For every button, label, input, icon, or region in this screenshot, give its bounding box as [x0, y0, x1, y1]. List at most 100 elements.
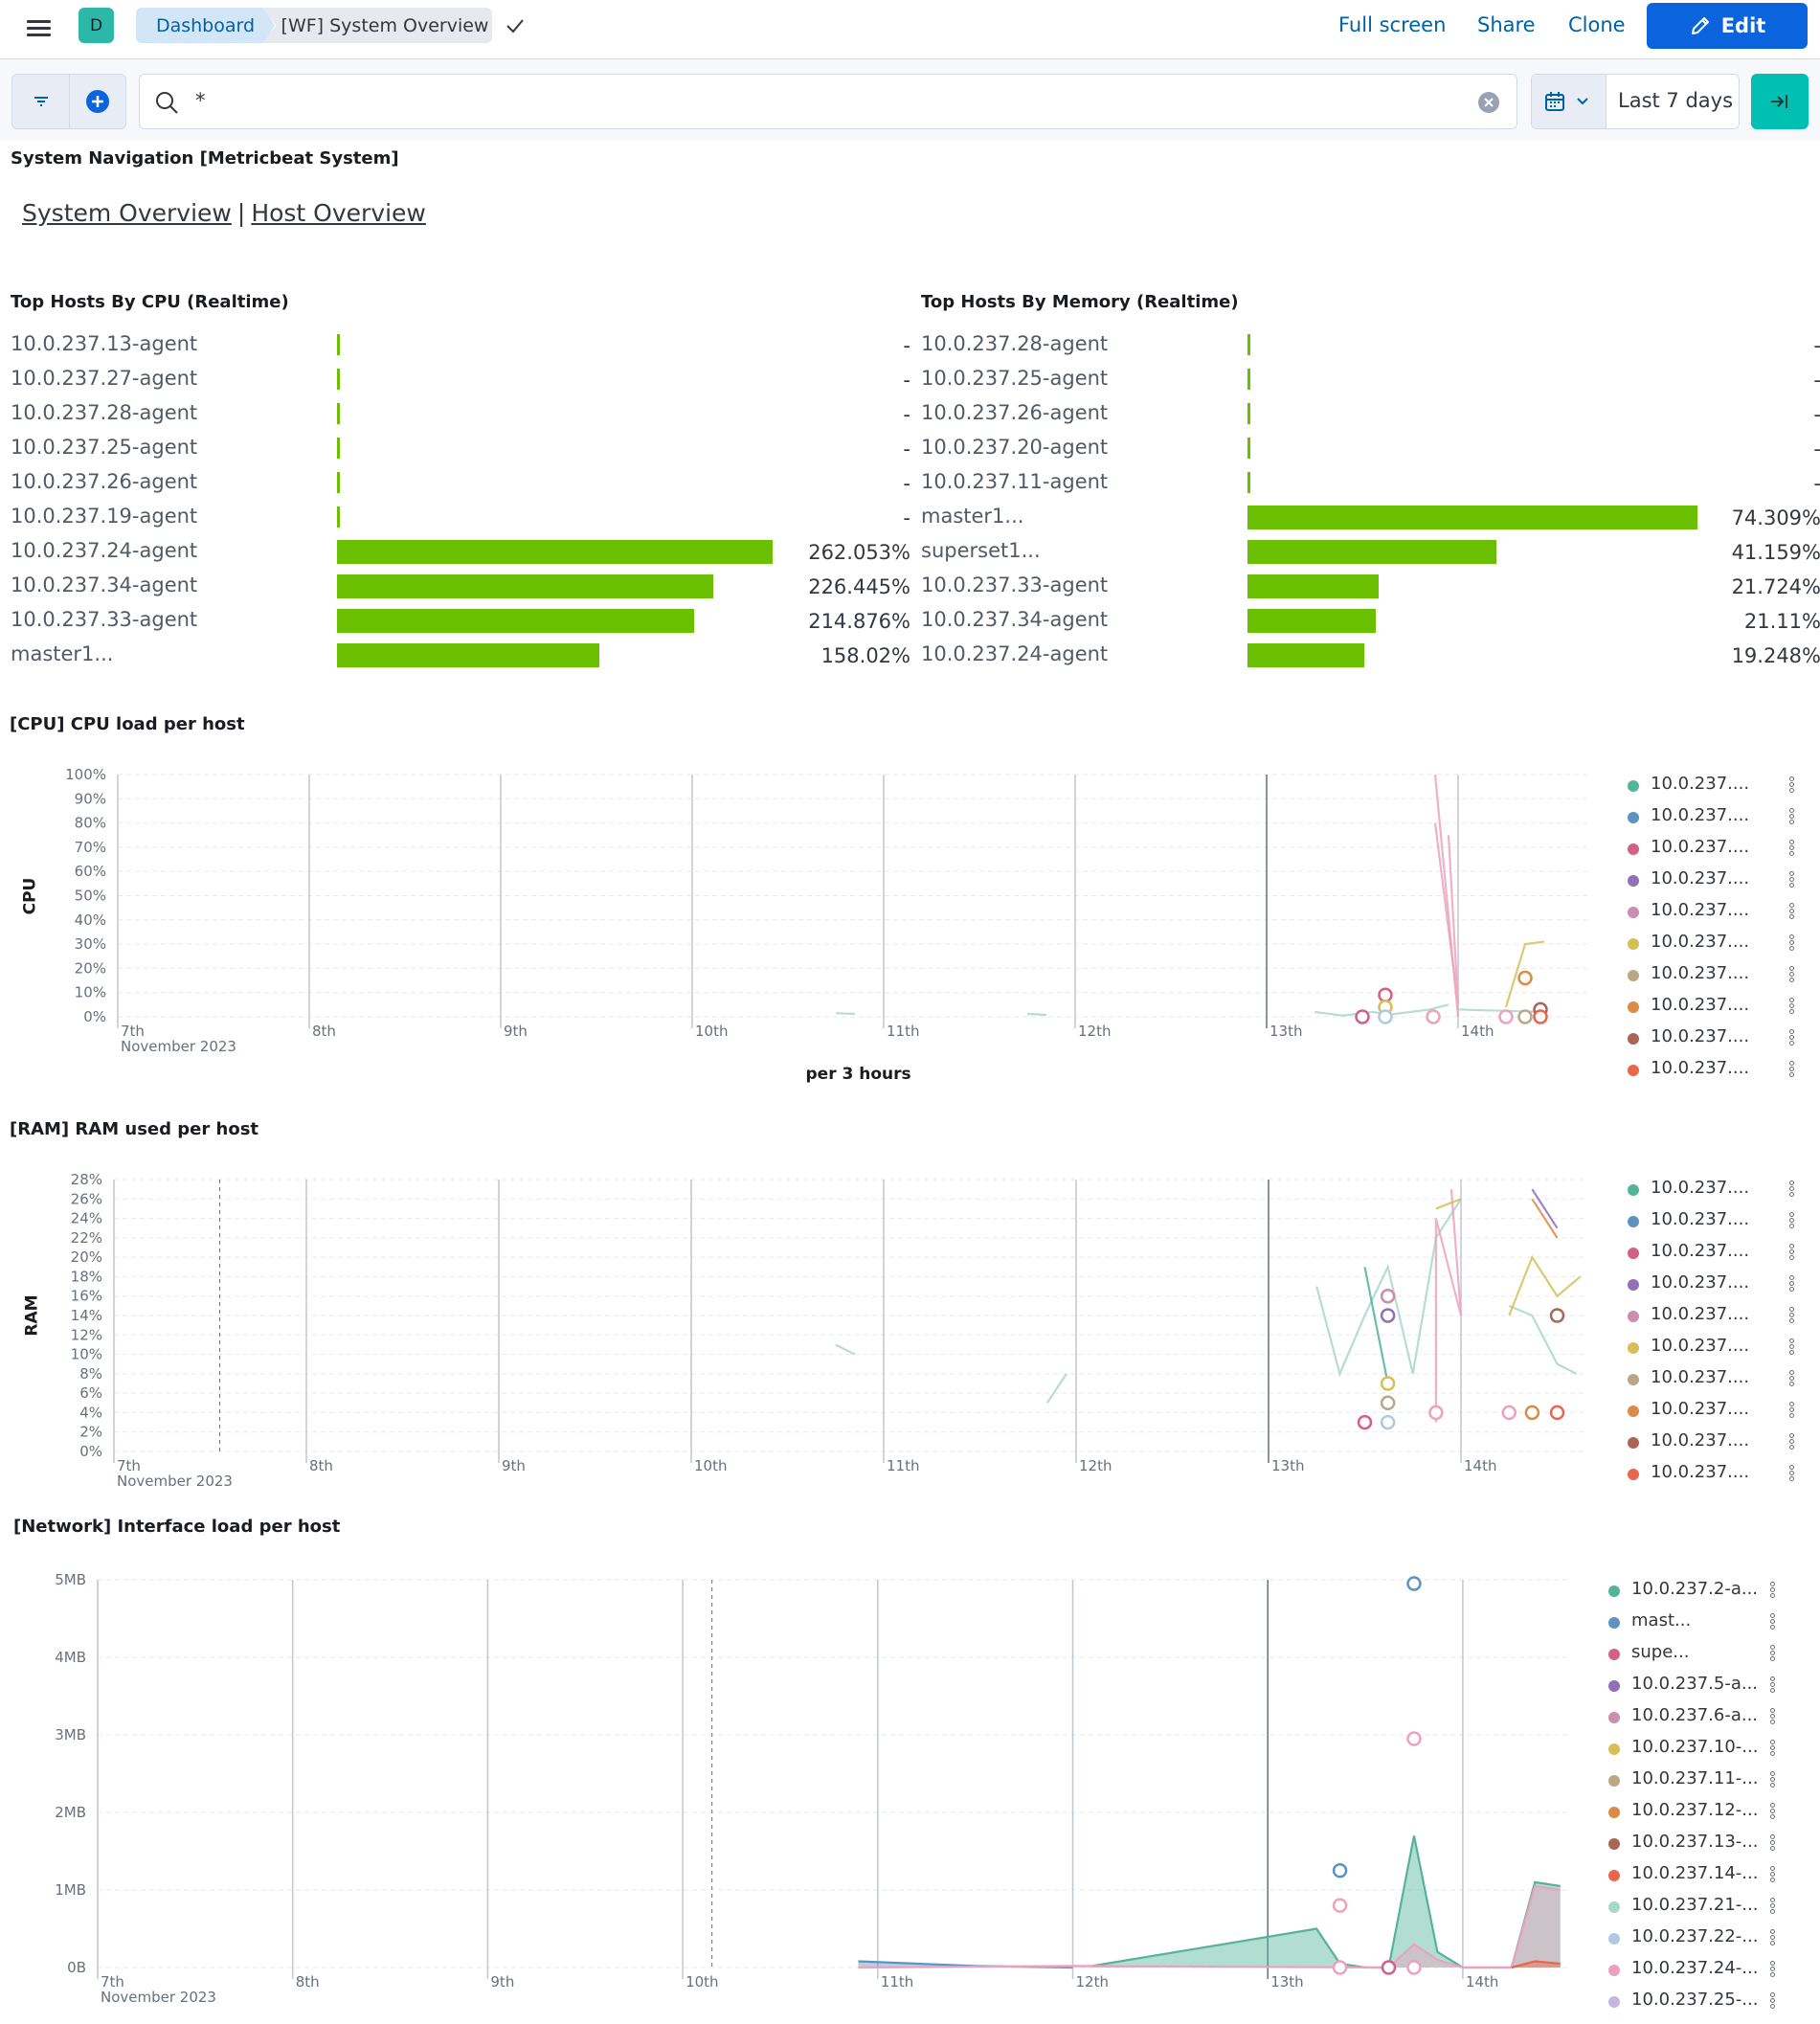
legend-item[interactable]: 10.0.237....: [1628, 835, 1795, 864]
legend-actions-icon[interactable]: [1789, 1061, 1795, 1078]
legend-item[interactable]: 10.0.237....: [1628, 1460, 1795, 1489]
legend-item[interactable]: 10.0.237.24-...: [1608, 1956, 1776, 1985]
data-point[interactable]: [1406, 1960, 1422, 1975]
legend-item[interactable]: supe...: [1608, 1640, 1776, 1669]
legend-actions-icon[interactable]: [1770, 1676, 1776, 1694]
legend-actions-icon[interactable]: [1770, 1898, 1776, 1915]
check-icon[interactable]: [505, 15, 526, 36]
data-point[interactable]: [1332, 1898, 1348, 1913]
data-point[interactable]: [1517, 1009, 1533, 1024]
legend-item[interactable]: 10.0.237.6-a...: [1608, 1703, 1776, 1732]
legend-actions-icon[interactable]: [1789, 1029, 1795, 1046]
data-point[interactable]: [1406, 1576, 1422, 1591]
legend-actions-icon[interactable]: [1770, 1834, 1776, 1852]
legend-item[interactable]: 10.0.237.21-...: [1608, 1893, 1776, 1922]
legend-item[interactable]: 10.0.237....: [1628, 866, 1795, 895]
legend-actions-icon[interactable]: [1770, 1961, 1776, 1978]
legend-item[interactable]: 10.0.237....: [1628, 1334, 1795, 1362]
legend-item[interactable]: 10.0.237....: [1628, 1302, 1795, 1331]
data-point[interactable]: [1380, 1414, 1396, 1430]
legend-item[interactable]: mast...: [1608, 1608, 1776, 1637]
filter-icon[interactable]: [32, 91, 51, 110]
legend-actions-icon[interactable]: [1770, 1645, 1776, 1662]
legend-item[interactable]: 10.0.237.11-...: [1608, 1766, 1776, 1795]
legend-item[interactable]: 10.0.237.2-a...: [1608, 1577, 1776, 1606]
legend-item[interactable]: 10.0.237.10-...: [1608, 1735, 1776, 1764]
legend-actions-icon[interactable]: [1789, 1275, 1795, 1293]
data-point[interactable]: [1378, 987, 1393, 1002]
legend-item[interactable]: 10.0.237.22-...: [1608, 1924, 1776, 1953]
legend-item[interactable]: 10.0.237....: [1628, 772, 1795, 800]
legend-item[interactable]: 10.0.237....: [1628, 1207, 1795, 1236]
data-point[interactable]: [1381, 1960, 1397, 1975]
data-point[interactable]: [1378, 1009, 1393, 1024]
legend-item[interactable]: 10.0.237.12-...: [1608, 1798, 1776, 1827]
legend-item[interactable]: 10.0.237....: [1628, 1365, 1795, 1394]
legend-actions-icon[interactable]: [1770, 1740, 1776, 1757]
date-picker[interactable]: Last 7 days: [1531, 74, 1740, 129]
legend-item[interactable]: 10.0.237....: [1628, 1271, 1795, 1299]
legend-item[interactable]: 10.0.237....: [1628, 1176, 1795, 1204]
system-overview-link[interactable]: System Overview: [22, 199, 232, 227]
legend-actions-icon[interactable]: [1789, 998, 1795, 1015]
data-point[interactable]: [1428, 1405, 1444, 1421]
legend-item[interactable]: 10.0.237....: [1628, 898, 1795, 927]
data-point[interactable]: [1380, 1376, 1396, 1391]
legend-actions-icon[interactable]: [1789, 1433, 1795, 1451]
add-filter-icon[interactable]: [85, 89, 110, 114]
legend-actions-icon[interactable]: [1789, 776, 1795, 794]
legend-actions-icon[interactable]: [1770, 1582, 1776, 1599]
legend-actions-icon[interactable]: [1789, 1338, 1795, 1356]
edit-button[interactable]: Edit: [1647, 3, 1808, 49]
data-point[interactable]: [1380, 1288, 1396, 1304]
legend-item[interactable]: 10.0.237.25-...: [1608, 1988, 1776, 2016]
data-point[interactable]: [1406, 1731, 1422, 1746]
legend-actions-icon[interactable]: [1789, 1244, 1795, 1261]
data-point[interactable]: [1380, 1308, 1396, 1323]
search-input[interactable]: *: [139, 74, 1517, 129]
legend-actions-icon[interactable]: [1789, 934, 1795, 952]
breadcrumb-dashboard[interactable]: Dashboard: [136, 8, 275, 43]
legend-actions-icon[interactable]: [1789, 1465, 1795, 1482]
data-point[interactable]: [1549, 1308, 1565, 1323]
legend-item[interactable]: 10.0.237....: [1628, 1397, 1795, 1426]
data-point[interactable]: [1501, 1405, 1517, 1421]
legend-item[interactable]: 10.0.237.13-...: [1608, 1830, 1776, 1858]
legend-item[interactable]: 10.0.237.5-a...: [1608, 1672, 1776, 1700]
data-point[interactable]: [1524, 1405, 1540, 1421]
legend-actions-icon[interactable]: [1770, 1929, 1776, 1946]
data-point[interactable]: [1380, 1395, 1396, 1411]
legend-actions-icon[interactable]: [1770, 1708, 1776, 1725]
legend-item[interactable]: 10.0.237....: [1628, 961, 1795, 990]
full-screen-link[interactable]: Full screen: [1338, 13, 1447, 36]
data-point[interactable]: [1498, 1009, 1514, 1024]
data-point[interactable]: [1332, 1863, 1348, 1878]
clone-link[interactable]: Clone: [1568, 13, 1626, 36]
data-point[interactable]: [1517, 970, 1533, 986]
legend-actions-icon[interactable]: [1789, 808, 1795, 825]
legend-item[interactable]: 10.0.237....: [1628, 993, 1795, 1022]
legend-actions-icon[interactable]: [1789, 871, 1795, 888]
legend-item[interactable]: 10.0.237....: [1628, 1428, 1795, 1457]
data-point[interactable]: [1332, 1960, 1348, 1975]
legend-actions-icon[interactable]: [1789, 1212, 1795, 1229]
legend-item[interactable]: 10.0.237.14-...: [1608, 1861, 1776, 1890]
legend-actions-icon[interactable]: [1770, 1866, 1776, 1883]
data-point[interactable]: [1355, 1009, 1370, 1024]
data-point[interactable]: [1426, 1009, 1441, 1024]
data-point[interactable]: [1549, 1405, 1565, 1421]
legend-actions-icon[interactable]: [1770, 1803, 1776, 1820]
legend-actions-icon[interactable]: [1789, 966, 1795, 983]
clear-icon[interactable]: [1476, 90, 1501, 115]
legend-item[interactable]: 10.0.237....: [1628, 1024, 1795, 1053]
legend-actions-icon[interactable]: [1789, 1370, 1795, 1387]
legend-item[interactable]: 10.0.237....: [1628, 1239, 1795, 1268]
refresh-button[interactable]: [1751, 74, 1809, 129]
legend-actions-icon[interactable]: [1789, 1402, 1795, 1419]
legend-actions-icon[interactable]: [1789, 840, 1795, 857]
legend-item[interactable]: 10.0.237....: [1628, 1056, 1795, 1085]
date-quick-menu-button[interactable]: [1532, 75, 1607, 128]
space-avatar[interactable]: D: [79, 8, 114, 43]
data-point[interactable]: [1357, 1414, 1373, 1430]
legend-item[interactable]: 10.0.237....: [1628, 803, 1795, 832]
